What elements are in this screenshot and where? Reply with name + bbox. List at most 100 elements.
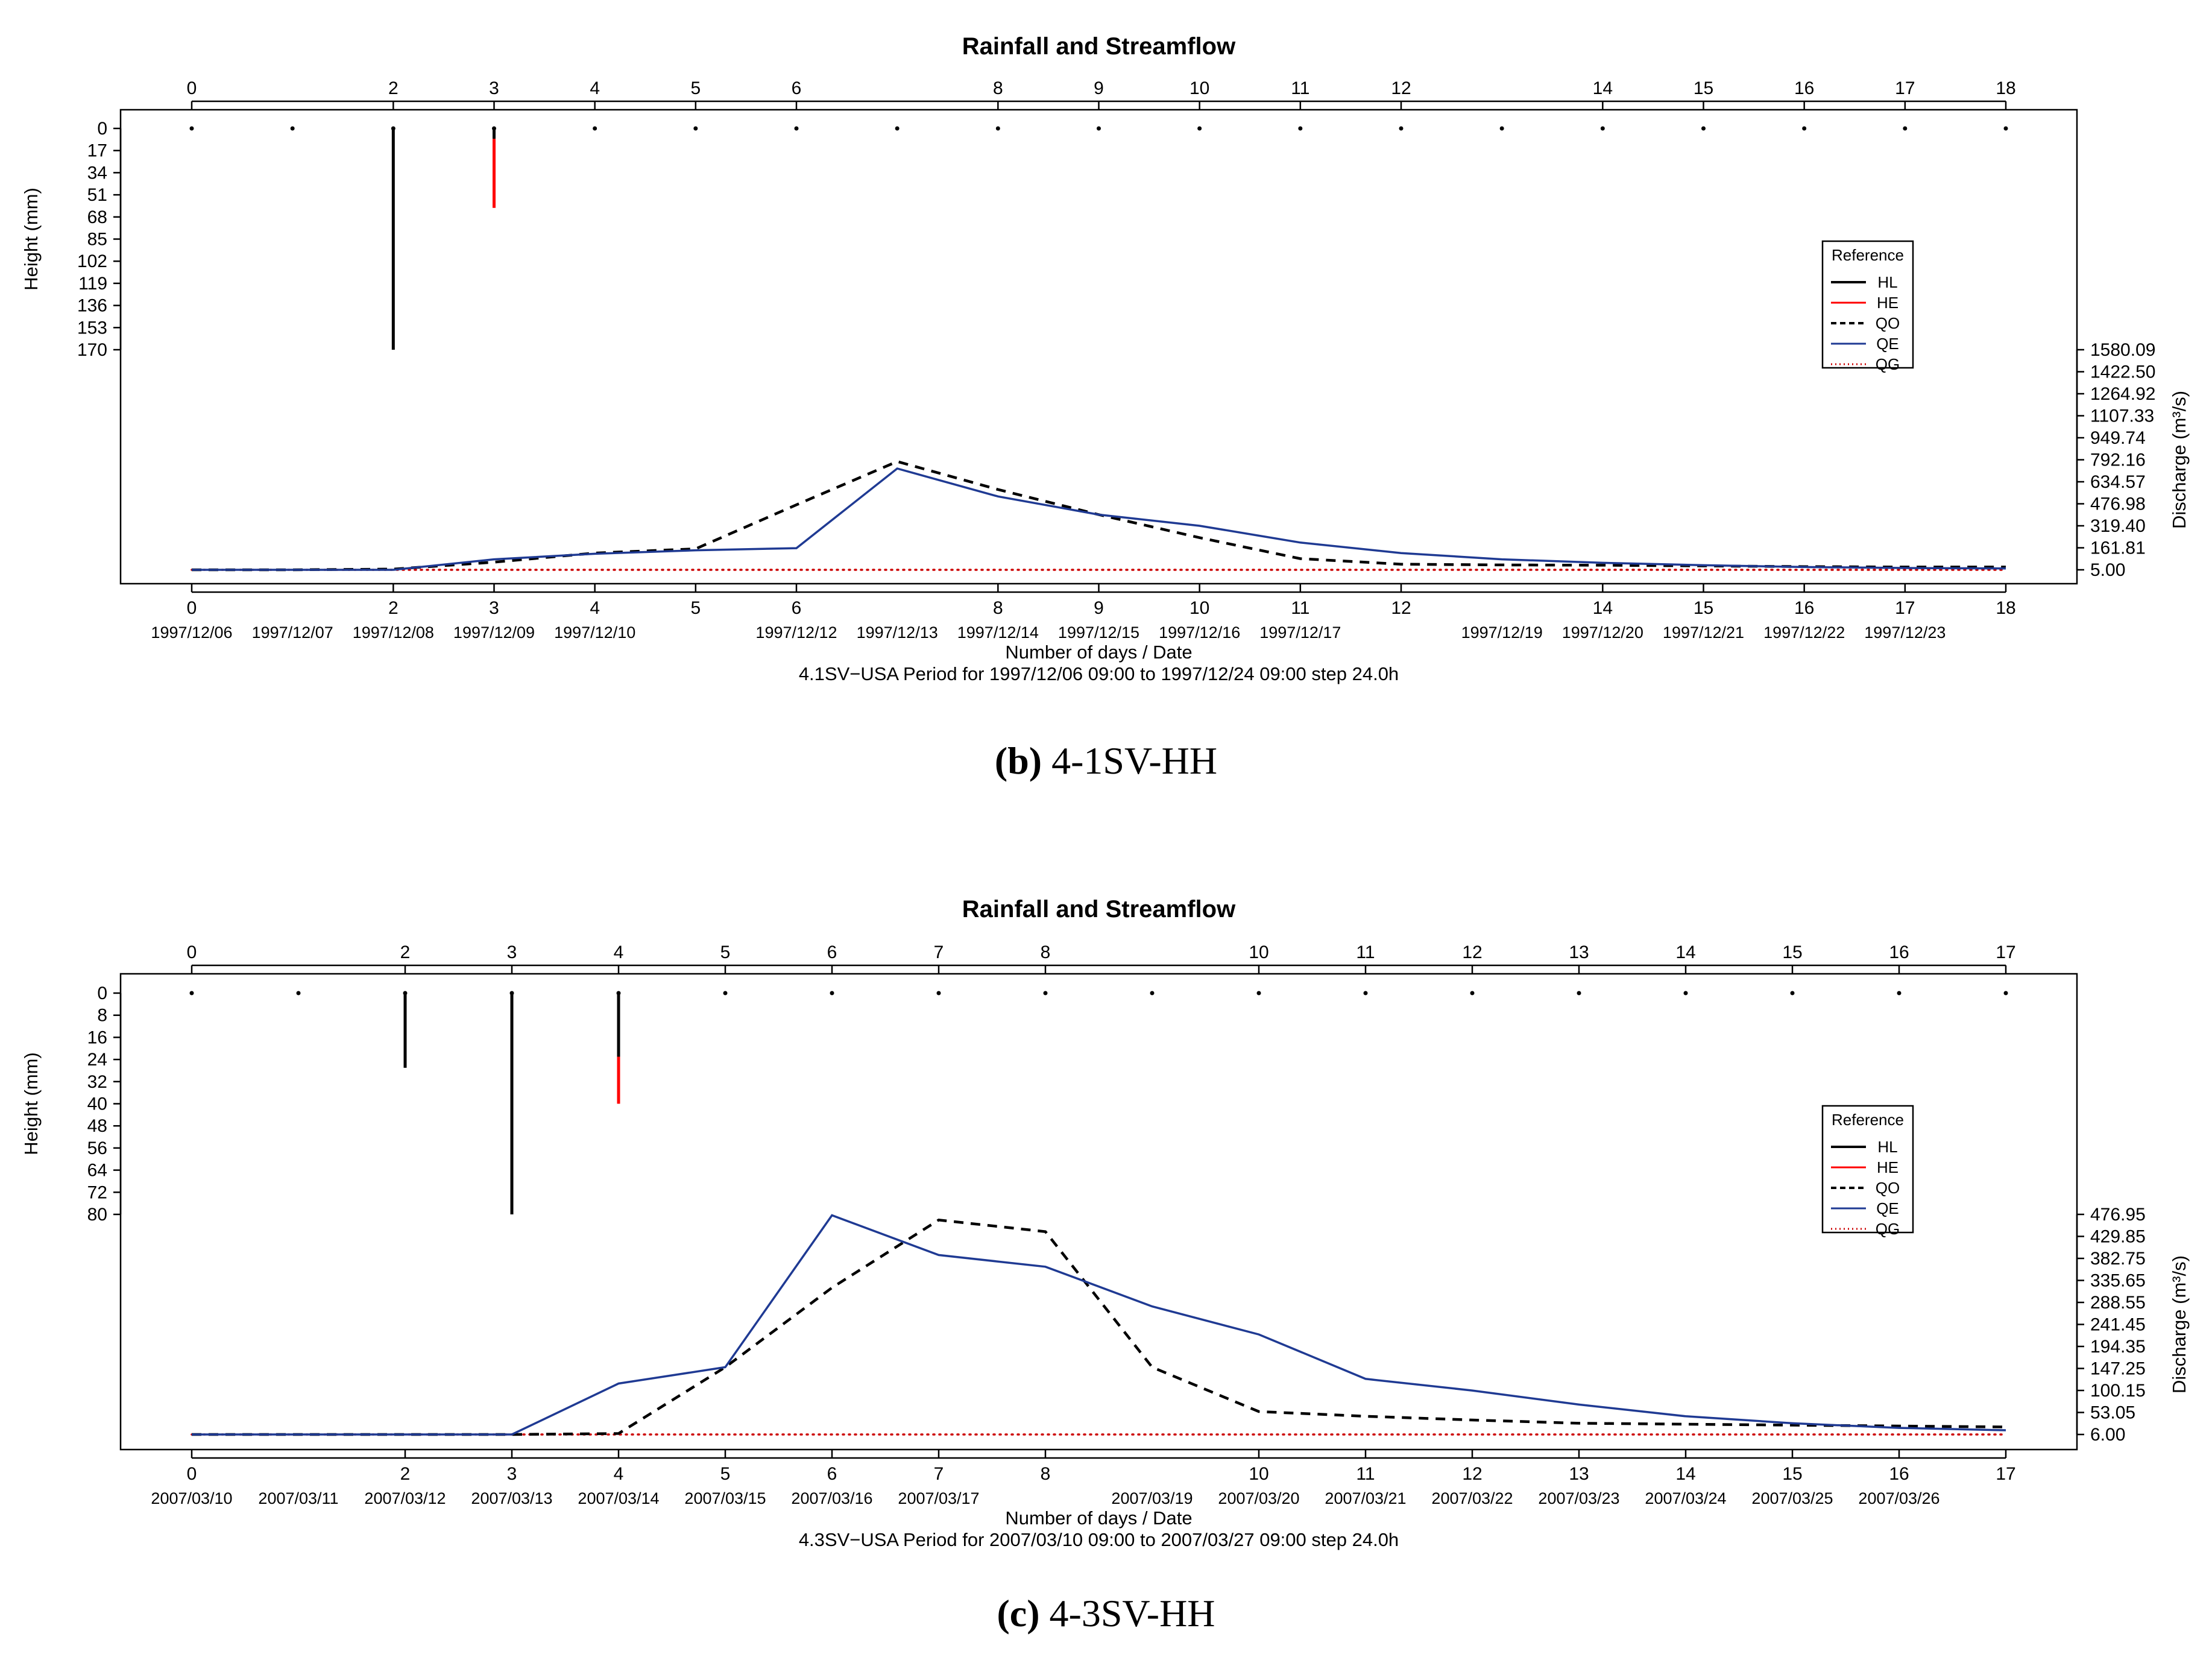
legend-label-qg: QG [1876, 1220, 1900, 1238]
rain-zero-dot [189, 991, 194, 996]
date-label: 2007/03/25 [1751, 1489, 1833, 1507]
rain-axis-label: 85 [87, 230, 107, 250]
date-label: 2007/03/26 [1858, 1489, 1939, 1507]
chart-panel-c: Rainfall and Streamflow 0 0 2 2 3 3 4 4 5 5 6 6 7 7 8 8 1… [0, 832, 2212, 1663]
rain-zero-dot [2003, 126, 2008, 131]
bottom-axis-label: 11 [1291, 598, 1309, 618]
date-label: 2007/03/20 [1218, 1489, 1299, 1507]
date-label: 1997/12/16 [1159, 623, 1240, 642]
top-axis-label: 6 [827, 942, 837, 962]
flow-axis-label: 792.16 [2090, 450, 2146, 470]
caption-c-text: 4-3SV-HH [1049, 1592, 1215, 1635]
top-axis-label: 11 [1291, 78, 1309, 98]
flow-axis-label: 161.81 [2090, 538, 2146, 558]
bottom-axis-label: 16 [1794, 598, 1814, 618]
legend-label-qg: QG [1876, 355, 1900, 373]
rain-zero-dot [1683, 991, 1688, 996]
rain-zero-dot [1600, 126, 1605, 131]
date-label: 1997/12/17 [1259, 623, 1341, 642]
x-axis-title: Number of days / Date [1005, 1507, 1192, 1529]
rain-zero-dot [995, 126, 1000, 131]
legend-label-qe: QE [1876, 335, 1899, 353]
rain-zero-dot [1197, 126, 1202, 131]
flow-axis-title: Discharge (m³/s) [2169, 1255, 2190, 1393]
caption-b-text: 4-1SV-HH [1051, 739, 1218, 782]
rain-zero-dot [290, 126, 295, 131]
rain-zero-dot [2003, 991, 2008, 996]
top-axis-label: 0 [187, 942, 197, 962]
top-axis-label: 7 [934, 942, 944, 962]
top-axis-label: 8 [993, 78, 1003, 98]
bottom-axis-label: 12 [1391, 598, 1411, 618]
date-label: 1997/12/13 [857, 623, 938, 642]
top-axis-label: 0 [187, 78, 197, 98]
top-axis-label: 15 [1694, 78, 1713, 98]
date-label: 2007/03/24 [1645, 1489, 1726, 1507]
caption-b: (b) 4-1SV-HH [0, 739, 2212, 783]
top-axis-label: 4 [614, 942, 624, 962]
bottom-axis-label: 16 [1889, 1464, 1909, 1484]
chart-panel-b: Rainfall and Streamflow 0 0 2 2 3 3 4 4 5 5 6 6 8 8 9 9 1… [0, 33, 2212, 783]
date-label: 2007/03/17 [898, 1489, 979, 1507]
rain-zero-dot [1043, 991, 1048, 996]
bottom-axis-label: 8 [993, 598, 1003, 618]
rain-zero-dot [1363, 991, 1368, 996]
rain-zero-dot [723, 991, 728, 996]
rain-axis-label: 119 [78, 274, 107, 294]
flow-axis-label: 634.57 [2090, 472, 2146, 492]
top-axis-label: 15 [1782, 942, 1802, 962]
rain-axis-label: 68 [87, 207, 107, 227]
top-axis-label: 10 [1249, 942, 1268, 962]
top-axis-label: 14 [1675, 942, 1695, 962]
bottom-axis-label: 6 [827, 1464, 837, 1484]
date-label: 1997/12/09 [453, 623, 535, 642]
rain-axis-label: 24 [87, 1050, 107, 1070]
chart-b: Rainfall and Streamflow00223344556688991… [20, 33, 2190, 684]
bottom-axis-label: 5 [720, 1464, 731, 1484]
bottom-axis-label: 11 [1356, 1464, 1375, 1484]
date-label: 2007/03/14 [578, 1489, 659, 1507]
date-label: 2007/03/15 [684, 1489, 766, 1507]
bottom-axis-label: 17 [1895, 598, 1915, 618]
date-label: 2007/03/23 [1538, 1489, 1619, 1507]
date-label: 2007/03/21 [1325, 1489, 1406, 1507]
date-label: 1997/12/12 [755, 623, 837, 642]
date-label: 1997/12/20 [1562, 623, 1643, 642]
series-line-qe [192, 467, 2006, 571]
bottom-axis-label: 4 [590, 598, 600, 618]
flow-axis-label: 1580.09 [2090, 340, 2155, 360]
date-label: 1997/12/14 [957, 623, 1039, 642]
rain-axis-label: 40 [87, 1094, 107, 1114]
bottom-axis-label: 15 [1782, 1464, 1802, 1484]
flow-axis-label: 1107.33 [2090, 406, 2154, 426]
chart-subtitle: 4.3SV−USA Period for 2007/03/10 09:00 to… [799, 1529, 1399, 1550]
rain-axis-label: 16 [87, 1027, 107, 1047]
rain-axis-label: 0 [97, 119, 107, 139]
rain-axis-label: 64 [87, 1161, 107, 1181]
top-axis-label: 14 [1593, 78, 1613, 98]
date-label: 1997/12/15 [1058, 623, 1139, 642]
rain-zero-dot [1897, 991, 1902, 996]
rain-zero-dot [1150, 991, 1155, 996]
top-axis-label: 6 [792, 78, 802, 98]
flow-axis-title: Discharge (m³/s) [2169, 391, 2190, 529]
top-axis-label: 5 [690, 78, 701, 98]
legend-label-qo: QO [1876, 314, 1900, 332]
rain-zero-dot [593, 126, 597, 131]
bottom-axis-label: 8 [1041, 1464, 1051, 1484]
legend-label-qo: QO [1876, 1179, 1900, 1197]
flow-axis-label: 6.00 [2090, 1425, 2125, 1445]
rain-zero-dot [936, 991, 941, 996]
bottom-axis-label: 18 [1996, 598, 2015, 618]
top-axis-label: 2 [388, 78, 399, 98]
date-label: 1997/12/19 [1461, 623, 1543, 642]
date-label: 1997/12/21 [1663, 623, 1744, 642]
rain-axis-title: Height (mm) [20, 1052, 42, 1155]
top-axis-label: 8 [1041, 942, 1051, 962]
flow-axis-label: 147.25 [2090, 1359, 2146, 1379]
date-label: 1997/12/06 [151, 623, 232, 642]
legend-label-hl: HL [1877, 1138, 1897, 1156]
rain-zero-dot [1399, 126, 1404, 131]
rain-axis-label: 136 [77, 296, 107, 316]
date-label: 2007/03/10 [151, 1489, 232, 1507]
